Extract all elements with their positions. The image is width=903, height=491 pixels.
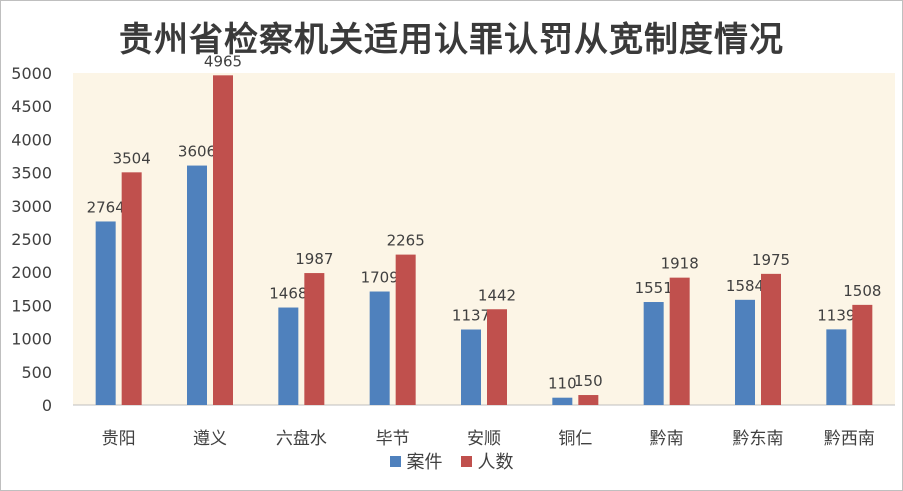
- x-tick-label: 黔东南: [733, 429, 784, 449]
- x-tick-label: 铜仁: [558, 429, 592, 449]
- bar: [278, 307, 299, 405]
- bar: [761, 273, 781, 405]
- bar: [643, 302, 664, 405]
- data-label: 1584: [726, 277, 764, 295]
- legend-swatch-cases: [389, 455, 401, 467]
- legend-label-cases: 案件: [406, 452, 443, 473]
- chart-legend: 案件 人数: [0, 448, 903, 474]
- data-label: 1468: [269, 285, 307, 303]
- bar: [213, 75, 233, 405]
- bar: [487, 309, 507, 405]
- data-label: 2265: [387, 232, 425, 250]
- bar: [95, 221, 116, 405]
- y-tick-label: 3500: [11, 164, 52, 183]
- data-label: 3606: [178, 143, 216, 161]
- data-label: 4965: [204, 52, 242, 70]
- legend-item-cases: 案件: [389, 448, 443, 474]
- data-label: 2764: [87, 198, 125, 216]
- y-tick-label: 4500: [11, 97, 52, 116]
- data-label: 110: [548, 375, 577, 393]
- data-label: 3504: [113, 149, 151, 167]
- y-tick-label: 500: [21, 363, 52, 382]
- bar: [461, 329, 481, 405]
- y-tick-label: 0: [42, 396, 52, 415]
- bar: [852, 304, 873, 405]
- y-tick-label: 1000: [11, 330, 52, 349]
- bar: [121, 172, 142, 405]
- data-label: 1918: [661, 255, 699, 273]
- data-label: 1442: [478, 286, 516, 304]
- data-label: 1139: [817, 306, 855, 324]
- bar: [395, 254, 416, 405]
- y-tick-label: 1500: [11, 296, 52, 315]
- data-label: 150: [574, 372, 603, 390]
- legend-item-people: 人数: [460, 448, 514, 474]
- bar: [735, 299, 755, 405]
- x-tick-label: 安顺: [467, 429, 501, 449]
- x-tick-label: 黔南: [650, 429, 684, 449]
- y-tick-label: 2000: [11, 263, 52, 282]
- legend-swatch-people: [460, 455, 472, 467]
- data-label: 1137: [452, 307, 490, 325]
- bar: [187, 165, 207, 405]
- data-label: 1709: [361, 269, 399, 287]
- x-tick-label: 毕节: [376, 429, 410, 449]
- data-label: 1987: [295, 250, 333, 268]
- y-tick-label: 3000: [11, 197, 52, 216]
- chart-title: 贵州省检察机关适用认罪认罚从宽制度情况: [119, 20, 784, 60]
- bar: [552, 397, 573, 405]
- x-tick-label: 遵义: [193, 429, 227, 449]
- legend-label-people: 人数: [477, 452, 514, 473]
- y-tick-label: 5000: [11, 64, 52, 83]
- data-label: 1508: [843, 282, 881, 300]
- data-label: 1975: [752, 251, 790, 269]
- data-label: 1551: [635, 279, 673, 297]
- bar: [669, 277, 690, 405]
- plot-area: [73, 73, 895, 405]
- x-tick-label: 贵阳: [102, 429, 136, 449]
- bar: [826, 329, 847, 405]
- bar: [304, 273, 325, 405]
- bar: [369, 291, 390, 405]
- x-tick-label: 六盘水: [276, 429, 327, 449]
- x-tick-label: 黔西南: [824, 429, 875, 449]
- bar: [578, 395, 599, 405]
- y-tick-label: 4000: [11, 130, 52, 149]
- y-tick-label: 2500: [11, 230, 52, 249]
